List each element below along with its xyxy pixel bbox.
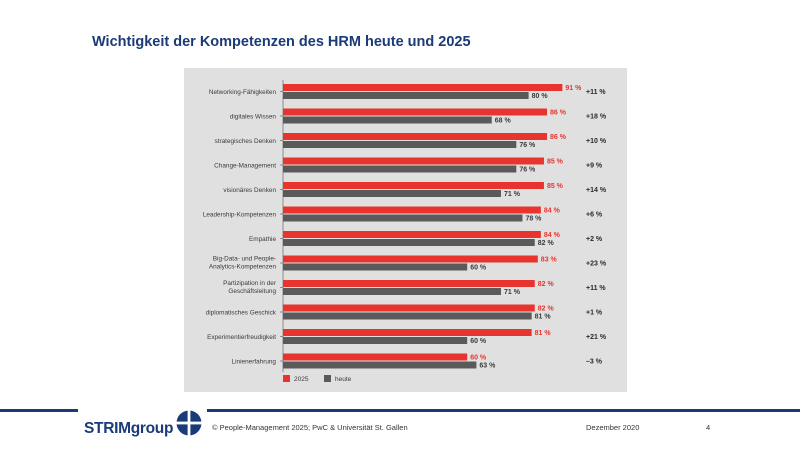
bar-2025 bbox=[283, 133, 548, 140]
footer-date: Dezember 2020 bbox=[586, 423, 640, 432]
legend-swatch-2025 bbox=[283, 375, 290, 382]
category-label: strategisches Denken bbox=[215, 138, 277, 145]
data-label-2025: 85 % bbox=[547, 183, 564, 190]
bar-chart: Networking-Fähigkeiten 91 % 80 % +11 % digit… bbox=[203, 80, 607, 383]
data-label-2025: 84 % bbox=[544, 208, 561, 215]
data-label-2025: 86 % bbox=[550, 110, 567, 117]
slide-title: Wichtigkeit der Kompetenzen des HRM heut… bbox=[92, 34, 471, 50]
category-label: diplomatisches Geschick bbox=[206, 310, 277, 317]
bar-2025 bbox=[283, 108, 548, 116]
bar-heute bbox=[283, 288, 501, 295]
legend-label-2025: 2025 bbox=[294, 376, 309, 383]
difference-label: +10 % bbox=[586, 138, 607, 145]
footer-page-number: 4 bbox=[706, 423, 711, 432]
data-label-heute: 60 % bbox=[470, 338, 487, 345]
bar-heute bbox=[283, 239, 535, 246]
category-label: Leadership-Kompetenzen bbox=[203, 212, 277, 219]
category-label: Networking-Fähigkeiten bbox=[209, 89, 277, 96]
bar-2025 bbox=[283, 206, 541, 214]
data-label-heute: 71 % bbox=[504, 191, 521, 198]
category-label: Big-Data- und People- bbox=[213, 256, 276, 263]
difference-label: +14 % bbox=[586, 187, 607, 194]
difference-label: +1 % bbox=[586, 310, 603, 317]
bar-2025 bbox=[283, 329, 532, 336]
chart-panel: Networking-Fähigkeiten 91 % 80 % +11 % digit… bbox=[184, 68, 627, 392]
difference-label: +11 % bbox=[586, 89, 606, 96]
footer-rule-left bbox=[0, 409, 78, 412]
category-label: Partizipation in der bbox=[223, 280, 277, 287]
bar-heute bbox=[283, 92, 529, 99]
difference-label: +23 % bbox=[586, 261, 607, 268]
difference-label: +2 % bbox=[586, 236, 603, 243]
footer-rule-right bbox=[207, 409, 800, 412]
bar-2025 bbox=[283, 157, 544, 165]
category-label: Empathie bbox=[249, 236, 276, 243]
data-label-2025: 82 % bbox=[538, 281, 555, 288]
difference-label: +6 % bbox=[586, 212, 603, 219]
data-label-2025: 83 % bbox=[541, 257, 558, 264]
data-label-heute: 76 % bbox=[519, 142, 536, 149]
difference-label: –3 % bbox=[586, 359, 603, 366]
data-label-heute: 68 % bbox=[495, 118, 512, 125]
category-label: visionäres Denken bbox=[223, 187, 276, 194]
bar-2025 bbox=[283, 255, 538, 263]
bar-2025 bbox=[283, 280, 535, 287]
bar-heute bbox=[283, 190, 501, 197]
bar-2025 bbox=[283, 304, 535, 312]
data-label-heute: 71 % bbox=[504, 289, 521, 296]
bar-heute bbox=[283, 263, 468, 271]
data-label-2025: 91 % bbox=[565, 85, 582, 92]
bar-heute bbox=[283, 141, 517, 148]
bar-heute bbox=[283, 361, 477, 369]
bar-2025 bbox=[283, 84, 563, 91]
bar-heute bbox=[283, 214, 523, 222]
data-label-2025: 82 % bbox=[538, 306, 555, 313]
bar-2025 bbox=[283, 182, 544, 189]
difference-label: +18 % bbox=[586, 114, 607, 121]
bar-heute bbox=[283, 116, 492, 124]
category-label: Change-Management bbox=[214, 163, 276, 170]
data-label-heute: 81 % bbox=[535, 314, 552, 321]
legend-swatch-heute bbox=[324, 375, 331, 382]
data-label-heute: 82 % bbox=[538, 240, 555, 247]
difference-label: +11 % bbox=[586, 285, 606, 292]
bar-2025 bbox=[283, 353, 468, 361]
bar-heute bbox=[283, 165, 517, 173]
data-label-2025: 81 % bbox=[535, 330, 552, 337]
bar-heute bbox=[283, 312, 532, 320]
data-label-heute: 80 % bbox=[532, 93, 549, 100]
difference-label: +21 % bbox=[586, 334, 607, 341]
category-label: Analytics-Kompetenzen bbox=[209, 264, 277, 271]
data-label-2025: 85 % bbox=[547, 159, 564, 166]
data-label-2025: 60 % bbox=[470, 355, 487, 362]
logo-text: STRIMgroup bbox=[84, 420, 174, 437]
data-label-2025: 84 % bbox=[544, 232, 561, 239]
strimgroup-logo: STRIMgroup bbox=[84, 408, 208, 444]
legend-label-heute: heute bbox=[335, 376, 352, 383]
difference-label: +9 % bbox=[586, 163, 603, 170]
category-label: Experimentierfreudigkeit bbox=[207, 334, 276, 341]
category-label: Geschäftsleitung bbox=[228, 288, 276, 295]
data-label-2025: 86 % bbox=[550, 134, 567, 141]
data-label-heute: 60 % bbox=[470, 265, 487, 272]
data-label-heute: 78 % bbox=[525, 216, 542, 223]
category-label: digitales Wissen bbox=[230, 114, 277, 121]
bar-2025 bbox=[283, 231, 541, 238]
bar-heute bbox=[283, 337, 468, 344]
logo-mark-icon bbox=[175, 409, 203, 437]
category-label: Linienerfahrung bbox=[232, 359, 277, 366]
data-label-heute: 63 % bbox=[479, 363, 496, 370]
data-label-heute: 76 % bbox=[519, 167, 536, 174]
footer-copyright: © People-Management 2025; PwC & Universi… bbox=[212, 423, 408, 432]
